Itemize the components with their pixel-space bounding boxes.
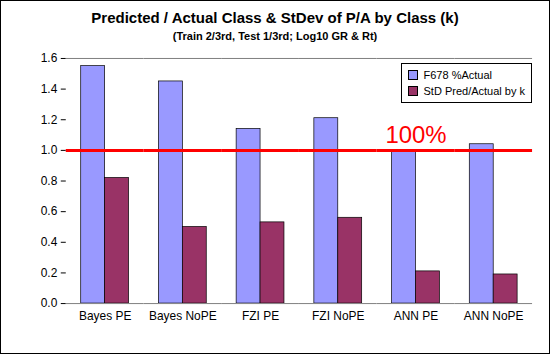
svg-text:0.8: 0.8 <box>41 174 58 188</box>
svg-text:ANN PE: ANN PE <box>394 309 438 323</box>
svg-text:100%: 100% <box>385 121 446 148</box>
svg-text:ANN NoPE: ANN NoPE <box>464 309 524 323</box>
svg-text:0.2: 0.2 <box>41 266 58 280</box>
svg-text:1.2: 1.2 <box>41 113 58 127</box>
svg-text:FZI NoPE: FZI NoPE <box>312 309 364 323</box>
svg-text:0.6: 0.6 <box>41 204 58 218</box>
svg-text:FZI PE: FZI PE <box>242 309 279 323</box>
svg-text:1.4: 1.4 <box>41 82 58 96</box>
html-text:Predicted / Actual Class & StD: Predicted / Actual Class & StDev of P/A … <box>91 9 459 26</box>
svg-text:1.0: 1.0 <box>41 143 58 157</box>
html-text:F678 %Actual: F678 %Actual <box>423 69 492 81</box>
svg-text:1.6: 1.6 <box>41 51 58 65</box>
svg-text:0.0: 0.0 <box>41 296 58 310</box>
html-text:(Train 2/3rd, Test 1/3rd; Log1: (Train 2/3rd, Test 1/3rd; Log10 GR & Rt) <box>172 30 378 42</box>
svg-text:Bayes PE: Bayes PE <box>79 309 131 323</box>
html-text:StD Pred/Actual by k: StD Pred/Actual by k <box>423 85 525 97</box>
svg-text:0.4: 0.4 <box>41 235 58 249</box>
svg-text:Bayes NoPE: Bayes NoPE <box>149 309 217 323</box>
